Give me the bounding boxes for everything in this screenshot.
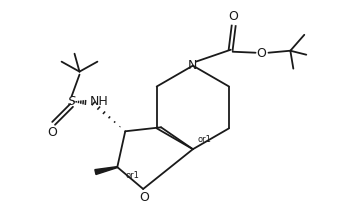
Text: N: N xyxy=(188,59,198,72)
Text: NH: NH xyxy=(90,95,109,108)
Text: O: O xyxy=(48,126,57,139)
Text: S: S xyxy=(68,95,76,108)
Text: or1: or1 xyxy=(198,135,212,144)
Polygon shape xyxy=(95,167,117,174)
Text: O: O xyxy=(139,191,149,204)
Text: O: O xyxy=(256,47,266,60)
Text: O: O xyxy=(229,11,239,23)
Text: or1: or1 xyxy=(125,171,139,180)
